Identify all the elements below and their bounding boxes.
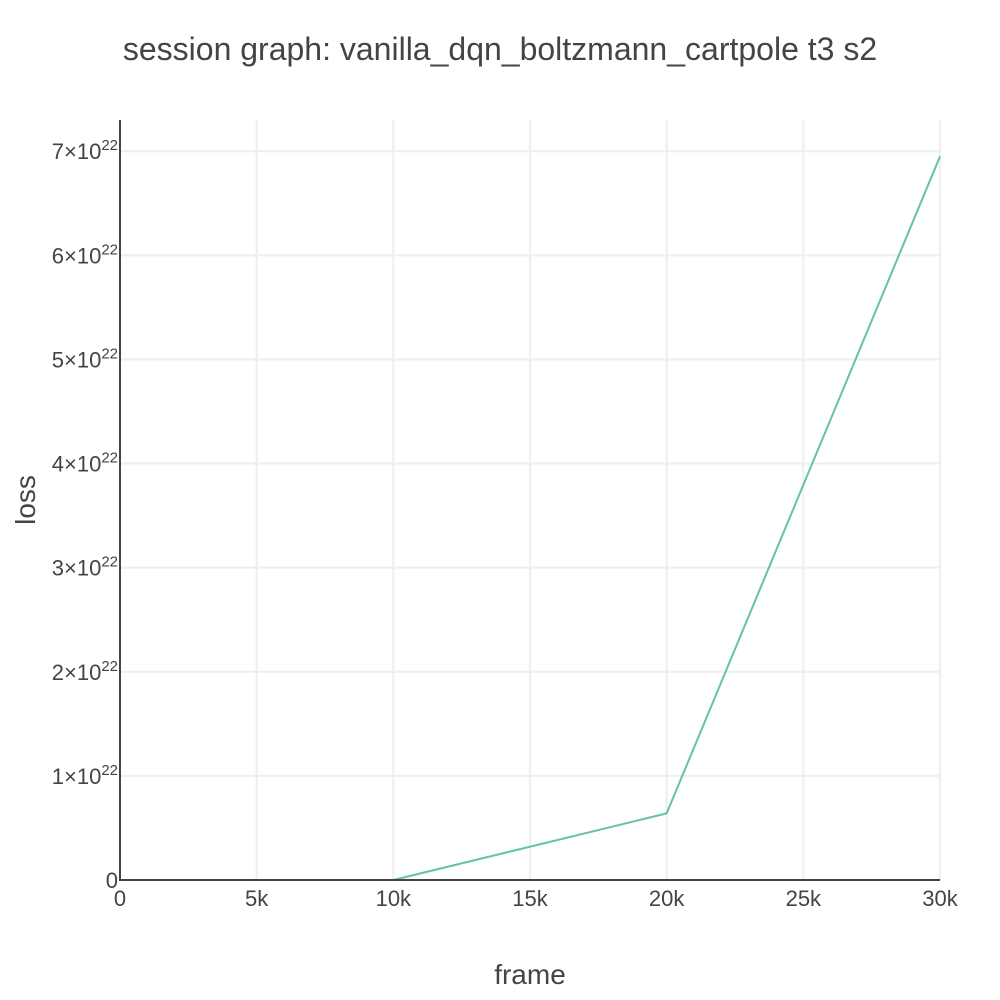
y-axis-title: loss — [10, 475, 41, 525]
x-tick-label: 15k — [512, 886, 548, 911]
y-tick-label: 2×1022 — [52, 658, 118, 685]
x-tick-label: 20k — [649, 886, 685, 911]
series-line — [393, 156, 941, 881]
y-tick-label: 0 — [106, 868, 118, 893]
y-tick-label: 6×1022 — [52, 241, 118, 268]
series-group — [393, 156, 941, 881]
y-tick-label: 1×1022 — [52, 762, 118, 789]
x-tick-label: 10k — [376, 886, 412, 911]
y-tick-label: 5×1022 — [52, 345, 118, 372]
grid — [120, 120, 941, 880]
y-tick-labels: 0 1×1022 2×1022 3×1022 4×1022 5×1022 6×1022 7×1… — [52, 137, 118, 893]
y-tick-label: 4×1022 — [52, 450, 118, 477]
x-tick-label: 30k — [922, 886, 958, 911]
x-tick-label: 0 — [114, 886, 126, 911]
y-tick-label: 7×1022 — [52, 137, 118, 164]
x-tick-label: 25k — [786, 886, 822, 911]
x-axis-title: frame — [494, 959, 566, 990]
x-tick-label: 5k — [245, 886, 269, 911]
chart-title: session graph: vanilla_dqn_boltzmann_car… — [123, 31, 877, 67]
y-tick-label: 3×1022 — [52, 554, 118, 581]
x-tick-labels: 0 5k 10k 15k 20k 25k 30k — [114, 886, 959, 911]
